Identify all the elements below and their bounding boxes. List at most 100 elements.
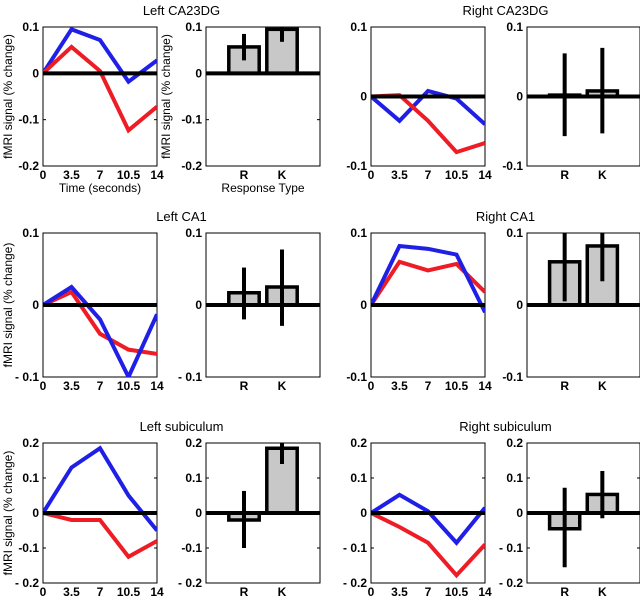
y-axis-label: fMRI signal (% change)	[1, 451, 15, 576]
y-tick-label: 0	[516, 298, 523, 312]
x-axis-label: Time (seconds)	[59, 181, 141, 195]
y-tick-label: - 0.1	[15, 370, 39, 384]
series-line-blue	[371, 243, 485, 314]
x-tick-label: 7	[425, 379, 432, 393]
x-tick-label: R	[560, 585, 569, 598]
x-tick-label: 14	[150, 585, 164, 598]
panel-5: Right subiculum - 0.2 - 0.1 0 0.1 0.2 - 0.2 - 0…	[343, 419, 640, 598]
series-line-red	[43, 44, 157, 134]
y-tick-label: 0.1	[506, 226, 523, 240]
y-tick-label: 0	[32, 66, 39, 80]
bar-plot-frame	[205, 26, 321, 167]
x-tick-label: R	[240, 585, 249, 598]
x-tick-label: 3.5	[391, 168, 408, 182]
y-tick-label: 0.1	[22, 226, 39, 240]
x-tick-label: 0	[40, 168, 47, 182]
y-tick-label: 0.1	[350, 20, 367, 34]
y-tick-label: - 0.1	[499, 541, 523, 555]
panel-title: Left CA1	[156, 209, 207, 224]
panel-1: Right CA23DG-0.100.1-0.100.10 3.5 7 10.5 14 R…	[346, 3, 640, 182]
y-tick-label: 0.2	[506, 436, 523, 450]
y-tick-label: -0.2	[18, 159, 39, 173]
series-line-blue	[371, 88, 485, 126]
x-tick-label: 3.5	[63, 585, 80, 598]
y-axis-label: fMRI signal (% change)	[1, 243, 15, 368]
x-tick-label: 14	[478, 585, 492, 598]
x-tick-label: K	[278, 168, 287, 182]
x-tick-label: R	[560, 379, 569, 393]
y-tick-label: -0.1	[18, 541, 39, 555]
x-tick-label: 14	[478, 379, 492, 393]
y-tick-label: 0.2	[185, 436, 202, 450]
y-tick-label: 0.1	[185, 20, 202, 34]
y-tick-label: -0.2	[181, 159, 202, 173]
x-tick-label: 0	[40, 585, 47, 598]
x-tick-label: 7	[97, 585, 104, 598]
x-tick-label: 7	[97, 379, 104, 393]
panel-title: Left subiculum	[140, 419, 224, 434]
x-tick-label: 14	[150, 168, 164, 182]
panel-3: Right CA1-0.100.1-0.100.10 3.5 7 10.5 14 R K	[346, 209, 640, 393]
y-tick-label: 0.1	[185, 471, 202, 485]
y-tick-label: - 0.1	[343, 541, 367, 555]
x-tick-label: 7	[425, 168, 432, 182]
y-tick-label: 0	[516, 90, 523, 104]
y-tick-label: - 0.2	[15, 576, 39, 590]
x-tick-label: K	[278, 379, 287, 393]
y-tick-label: 0	[360, 506, 367, 520]
y-tick-label: 0	[32, 298, 39, 312]
series-line-red	[371, 511, 485, 579]
y-axis-label: fMRI signal (% change)	[1, 34, 15, 159]
x-tick-label: K	[598, 379, 607, 393]
x-tick-label: 10.5	[445, 168, 469, 182]
x-tick-label: 14	[478, 168, 492, 182]
x-tick-label: 0	[368, 168, 375, 182]
y-tick-label: 0	[195, 506, 202, 520]
y-tick-label: 0	[516, 506, 523, 520]
y-tick-label: 0.1	[22, 471, 39, 485]
series-line-red	[43, 289, 157, 356]
y-tick-label: 0	[360, 90, 367, 104]
panel-title: Left CA23DG	[143, 3, 220, 18]
y-tick-label: 0	[195, 66, 202, 80]
y-tick-label: -0.1	[18, 113, 39, 127]
series-line-red	[43, 511, 157, 560]
x-tick-label: 0	[40, 379, 47, 393]
panel-title: Right CA1	[476, 209, 535, 224]
x-tick-label: 3.5	[391, 379, 408, 393]
y-tick-label: - 0.1	[178, 370, 202, 384]
panel-2: Left CA1- 0.100.1- 0.100.10 3.5 7 10.5 14 R Kf…	[1, 209, 321, 393]
x-tick-label: R	[240, 379, 249, 393]
panel-4: Left subiculum - 0.2 -0.1 0 0.1 0.2 - 0.2 -0.1 0…	[1, 419, 321, 598]
panel-title: Right CA23DG	[463, 3, 549, 18]
y-tick-label: 0.1	[22, 20, 39, 34]
y-axis-label: fMRI signal (% change)	[159, 34, 173, 159]
x-tick-label: 14	[150, 379, 164, 393]
y-tick-label: 0.1	[350, 226, 367, 240]
series-line-blue	[43, 445, 157, 532]
y-tick-label: - 0.2	[343, 576, 367, 590]
x-tick-label: 10.5	[445, 379, 469, 393]
line-plot-frame	[42, 26, 158, 167]
x-tick-label: R	[240, 168, 249, 182]
y-tick-label: - 0.2	[178, 576, 202, 590]
y-tick-label: 0	[32, 506, 39, 520]
y-tick-label: 0.1	[506, 471, 523, 485]
x-axis-label: Response Type	[221, 181, 304, 195]
x-tick-label: 0	[368, 585, 375, 598]
y-tick-label: -0.1	[346, 370, 367, 384]
x-tick-label: 10.5	[117, 168, 141, 182]
x-tick-label: 3.5	[63, 379, 80, 393]
y-tick-label: 0	[360, 298, 367, 312]
x-tick-label: 10.5	[445, 585, 469, 598]
y-tick-label: 0.2	[350, 436, 367, 450]
x-tick-label: R	[560, 168, 569, 182]
y-tick-label: -0.1	[181, 541, 202, 555]
x-tick-label: 7	[97, 168, 104, 182]
y-tick-label: 0.1	[185, 226, 202, 240]
y-tick-label: 0.2	[22, 436, 39, 450]
x-tick-label: 3.5	[391, 585, 408, 598]
y-tick-label: -0.1	[502, 370, 523, 384]
panel-0: Left CA23DG -0.2 -0.1 0 0.1 -0.2 -0.1 0 0.1 0 3.5 7…	[1, 3, 321, 195]
